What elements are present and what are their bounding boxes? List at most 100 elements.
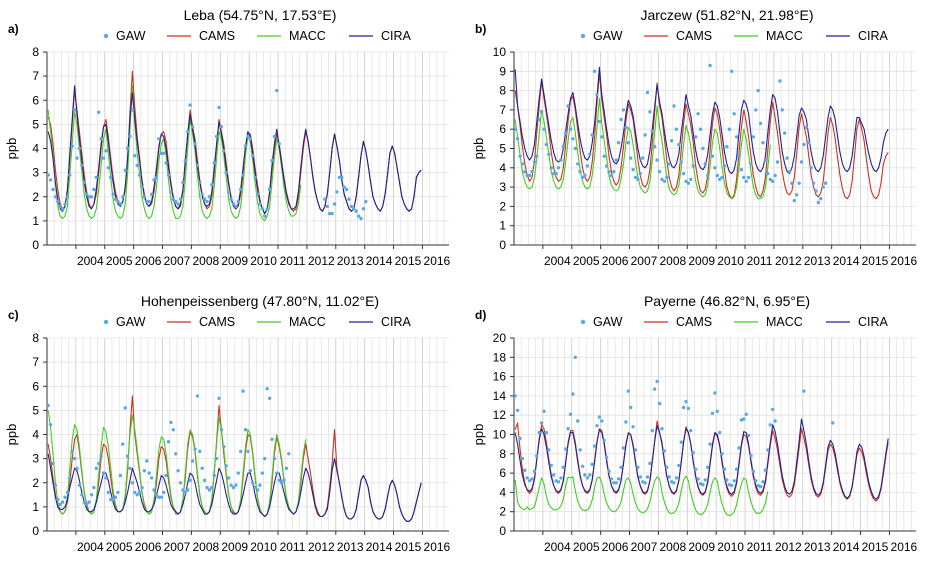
data-point <box>361 207 366 211</box>
data-point <box>99 454 103 458</box>
legend-label-cams: CAMS <box>676 315 712 329</box>
data-point <box>754 479 758 483</box>
data-point <box>515 408 520 413</box>
data-point <box>205 199 209 204</box>
data-point <box>544 142 549 147</box>
data-point <box>251 481 255 485</box>
data-point <box>706 173 710 178</box>
data-point <box>797 181 801 185</box>
legend-label-gaw: GAW <box>593 29 623 43</box>
panel-letter: c) <box>8 308 19 322</box>
data-point <box>549 166 553 170</box>
x-tick-label: 2006 <box>602 540 629 554</box>
data-point <box>47 403 50 408</box>
data-point <box>645 90 650 95</box>
data-point <box>97 461 101 466</box>
data-point <box>710 154 715 158</box>
data-point <box>689 428 693 433</box>
data-point <box>267 396 272 400</box>
data-point <box>116 490 120 495</box>
x-tick-label: 2008 <box>659 254 686 268</box>
data-point <box>109 497 113 502</box>
legend-marker-gaw <box>580 319 586 325</box>
data-point <box>205 485 209 490</box>
data-point <box>624 420 628 424</box>
legend-label-cira: CIRA <box>381 29 412 43</box>
data-point <box>188 478 192 482</box>
data-point <box>236 199 240 204</box>
data-point <box>636 465 640 469</box>
data-point <box>229 197 233 201</box>
data-point <box>258 202 262 206</box>
data-point <box>87 195 91 199</box>
data-point <box>590 462 594 467</box>
data-point <box>773 173 777 178</box>
data-point <box>674 476 679 480</box>
data-point <box>571 137 575 141</box>
data-point <box>217 396 221 400</box>
data-point <box>674 127 679 131</box>
data-point <box>137 490 142 495</box>
y-axis-label: ppb <box>471 138 486 160</box>
data-point <box>193 142 197 146</box>
data-point <box>210 485 214 490</box>
data-point <box>515 137 520 141</box>
data-point <box>763 158 768 162</box>
data-point <box>706 465 710 469</box>
data-point <box>181 180 185 184</box>
chart-panel-c: c) Hohenpeissenberg (47.80°N, 11.02°E) GAW… <box>0 286 466 569</box>
data-point <box>573 355 577 359</box>
data-point <box>253 485 257 490</box>
data-point <box>51 461 55 466</box>
data-point <box>686 406 691 411</box>
data-point <box>653 144 657 149</box>
data-point <box>710 411 715 415</box>
chart-title: Leba (54.75°N, 17.53°E) <box>184 7 337 23</box>
data-point <box>171 428 175 432</box>
data-point <box>89 195 94 199</box>
y-tick-label: 16 <box>493 370 507 384</box>
data-point <box>607 469 611 473</box>
data-point <box>773 419 777 423</box>
chart-panel-d: d) Payerne (46.82°N, 6.95°E) GAW CAMS MACC CI… <box>467 286 933 569</box>
x-tick-label: 2010 <box>250 540 277 554</box>
data-point <box>614 158 618 162</box>
data-point <box>629 405 633 410</box>
x-tick-label: 2014 <box>833 254 860 268</box>
data-point <box>190 459 195 463</box>
data-point <box>746 175 751 180</box>
data-point <box>145 199 149 204</box>
data-point <box>552 473 556 477</box>
data-point <box>761 141 765 145</box>
data-point <box>171 197 175 201</box>
data-point <box>82 180 87 184</box>
data-point <box>619 465 623 469</box>
data-point <box>785 156 789 160</box>
data-point <box>263 214 267 218</box>
data-point <box>585 164 590 168</box>
data-point <box>234 483 238 487</box>
data-point <box>804 125 809 129</box>
data-point <box>77 483 82 487</box>
data-point <box>547 448 551 452</box>
data-point <box>679 440 683 444</box>
data-point <box>556 480 561 484</box>
series-line-cira <box>514 418 889 500</box>
data-point <box>542 127 546 131</box>
data-point <box>260 207 264 211</box>
x-tick-label: 2012 <box>308 254 335 268</box>
data-point <box>566 104 570 108</box>
y-tick-label: 8 <box>499 447 506 461</box>
data-point <box>754 108 758 112</box>
data-point <box>178 481 183 485</box>
data-point <box>547 152 551 156</box>
data-point <box>99 137 103 141</box>
data-point <box>207 488 212 492</box>
data-point <box>549 463 553 468</box>
legend-marker-gaw <box>103 319 109 325</box>
data-point <box>128 466 132 470</box>
x-tick-label: 2010 <box>250 254 277 268</box>
data-point <box>737 446 741 450</box>
data-point <box>275 88 279 93</box>
data-point <box>580 175 585 180</box>
